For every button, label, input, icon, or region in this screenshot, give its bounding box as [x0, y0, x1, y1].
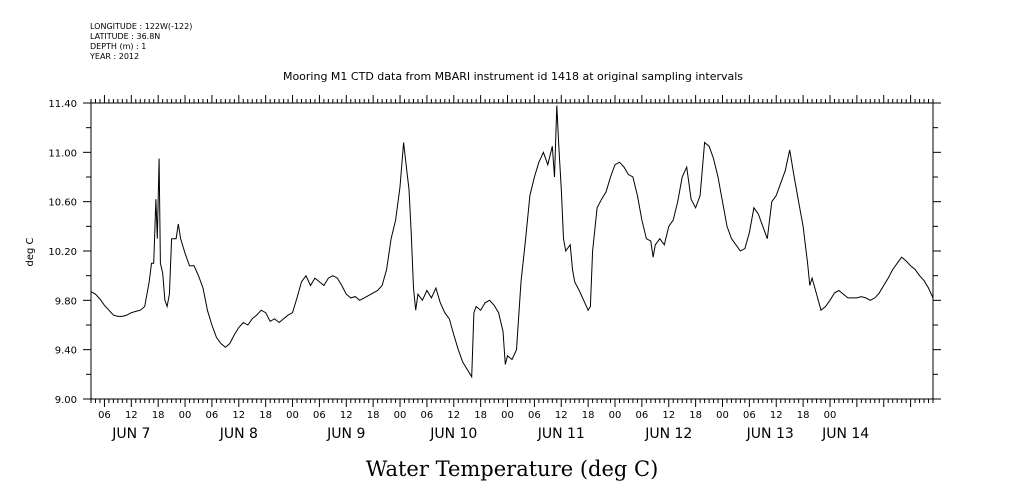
x-hour-label: 00: [824, 410, 837, 421]
year-text: YEAR : 2012: [90, 52, 140, 61]
x-hour-label: 18: [582, 410, 595, 421]
x-hour-label: 12: [447, 410, 460, 421]
x-day-label: JUN 8: [219, 426, 258, 442]
x-hour-label: 18: [474, 410, 487, 421]
x-hour-label: 06: [636, 410, 649, 421]
y-tick-label: 11.00: [48, 148, 77, 159]
x-day-label: JUN 7: [111, 426, 150, 442]
x-hour-label: 06: [313, 410, 326, 421]
x-hour-label: 00: [609, 410, 622, 421]
x-day-label: JUN 11: [537, 426, 585, 442]
x-hour-label: 06: [528, 410, 541, 421]
depth-text: DEPTH (m) : 1: [90, 42, 147, 51]
x-hour-label: 00: [286, 410, 299, 421]
x-axis-label: Water Temperature (deg C): [366, 457, 659, 481]
x-hour-label: 00: [716, 410, 729, 421]
x-hour-label: 12: [662, 410, 675, 421]
x-hour-label: 06: [421, 410, 434, 421]
y-tick-label: 11.40: [48, 99, 77, 110]
axis-ticks: [83, 95, 941, 407]
x-hour-label: 18: [797, 410, 810, 421]
series-line: [90, 105, 934, 379]
x-hour-label: 12: [770, 410, 783, 421]
x-hour-label: 00: [179, 410, 192, 421]
latitude-text: LATITUDE : 36.8N: [90, 32, 161, 41]
x-hour-label: 12: [125, 410, 138, 421]
x-day-label: JUN 9: [326, 426, 365, 442]
x-hour-label: 18: [367, 410, 380, 421]
x-day-label: JUN 12: [644, 426, 692, 442]
axis-tick-labels: 9.00 9.40 9.80 10.20 10.60 11.00 11.40 06 12 18 00…: [48, 99, 869, 442]
x-hour-label: 12: [555, 410, 568, 421]
x-day-label: JUN 10: [429, 426, 477, 442]
longitude-text: LONGITUDE : 122W(-122): [90, 22, 193, 31]
x-hour-label: 00: [501, 410, 514, 421]
x-hour-label: 12: [340, 410, 353, 421]
y-tick-label: 9.80: [55, 296, 77, 307]
x-hour-label: 18: [689, 410, 702, 421]
x-hour-label: 18: [259, 410, 272, 421]
x-hour-label: 06: [206, 410, 219, 421]
chart-title: Mooring M1 CTD data from MBARI instrumen…: [283, 70, 743, 83]
x-day-label: JUN 14: [821, 426, 869, 442]
y-tick-label: 9.00: [55, 395, 77, 406]
x-hour-label: 00: [394, 410, 407, 421]
x-hour-label: 12: [232, 410, 245, 421]
metadata-block: LONGITUDE : 122W(-122) LATITUDE : 36.8N …: [90, 22, 192, 62]
plot-frame: [90, 102, 934, 400]
y-tick-label: 9.40: [55, 346, 77, 357]
x-hour-label: 06: [743, 410, 756, 421]
x-hour-label: 06: [98, 410, 111, 421]
y-axis-label: deg C: [25, 237, 36, 266]
y-tick-label: 10.60: [48, 198, 77, 209]
x-day-label: JUN 13: [746, 426, 794, 442]
x-hour-label: 18: [152, 410, 165, 421]
y-tick-label: 10.20: [48, 247, 77, 258]
